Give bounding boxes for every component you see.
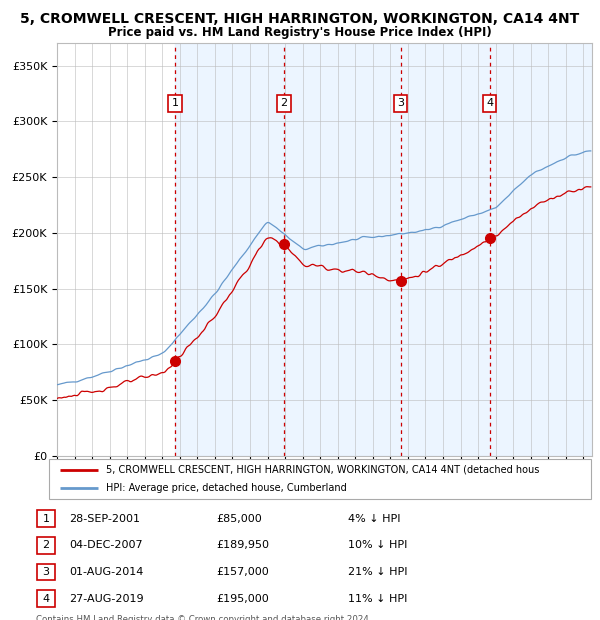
Text: 5, CROMWELL CRESCENT, HIGH HARRINGTON, WORKINGTON, CA14 4NT: 5, CROMWELL CRESCENT, HIGH HARRINGTON, W…: [20, 12, 580, 27]
Text: 4: 4: [43, 593, 49, 604]
Text: Price paid vs. HM Land Registry's House Price Index (HPI): Price paid vs. HM Land Registry's House …: [108, 26, 492, 39]
Text: 2: 2: [280, 98, 287, 108]
Text: HPI: Average price, detached house, Cumberland: HPI: Average price, detached house, Cumb…: [106, 483, 347, 494]
Text: 1: 1: [43, 513, 49, 524]
Text: 11% ↓ HPI: 11% ↓ HPI: [348, 593, 407, 604]
Text: 4% ↓ HPI: 4% ↓ HPI: [348, 513, 401, 524]
Text: £189,950: £189,950: [216, 540, 269, 551]
Text: 5, CROMWELL CRESCENT, HIGH HARRINGTON, WORKINGTON, CA14 4NT (detached hous: 5, CROMWELL CRESCENT, HIGH HARRINGTON, W…: [106, 464, 539, 475]
Text: £157,000: £157,000: [216, 567, 269, 577]
Text: 3: 3: [43, 567, 49, 577]
Text: Contains HM Land Registry data © Crown copyright and database right 2024.: Contains HM Land Registry data © Crown c…: [36, 615, 371, 620]
Text: 1: 1: [172, 98, 179, 108]
Text: 4: 4: [486, 98, 493, 108]
Text: 3: 3: [397, 98, 404, 108]
Text: 21% ↓ HPI: 21% ↓ HPI: [348, 567, 407, 577]
Text: 04-DEC-2007: 04-DEC-2007: [69, 540, 143, 551]
Text: 10% ↓ HPI: 10% ↓ HPI: [348, 540, 407, 551]
Text: 2: 2: [43, 540, 49, 551]
Text: 27-AUG-2019: 27-AUG-2019: [69, 593, 143, 604]
Text: £195,000: £195,000: [216, 593, 269, 604]
Text: 28-SEP-2001: 28-SEP-2001: [69, 513, 140, 524]
Text: 01-AUG-2014: 01-AUG-2014: [69, 567, 143, 577]
Text: £85,000: £85,000: [216, 513, 262, 524]
Bar: [175, 43, 600, 456]
